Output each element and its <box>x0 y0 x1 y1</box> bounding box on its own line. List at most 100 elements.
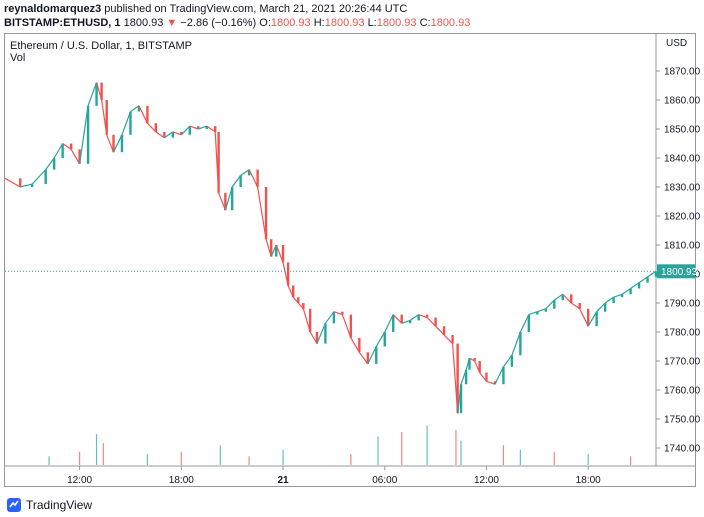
price-candle <box>112 134 115 153</box>
price-segment <box>426 317 437 327</box>
brand-name[interactable]: TradingView <box>26 498 93 512</box>
high-value: 1800.93 <box>324 17 365 29</box>
price-candle <box>473 358 476 361</box>
price-segment <box>587 311 598 327</box>
price-candle <box>553 300 556 309</box>
price-candle <box>302 303 305 309</box>
price-segment <box>112 134 123 153</box>
price-candle <box>358 337 361 353</box>
author-name[interactable]: reynaldomarquez3 <box>4 3 102 15</box>
x-tick-label: 12:00 <box>67 475 92 486</box>
price-candle <box>95 82 98 106</box>
price-candle <box>154 123 158 132</box>
price-segment <box>198 125 207 130</box>
price-candle <box>451 334 454 344</box>
price-candle <box>637 282 641 289</box>
price-segment <box>146 122 157 133</box>
y-tick-label: 1790.00 <box>664 299 701 310</box>
last-price: 1800.93 <box>123 17 164 29</box>
price-segment <box>316 323 326 344</box>
price-candle <box>502 366 505 385</box>
price-candle <box>468 358 471 370</box>
price-candle <box>137 105 141 112</box>
price-segment <box>613 293 623 298</box>
price-candle <box>425 314 429 318</box>
price-candle <box>217 131 220 193</box>
price-segment <box>240 169 250 176</box>
x-tick-label: 21 <box>277 475 289 486</box>
price-candle <box>180 131 183 135</box>
price-candle <box>375 346 378 364</box>
price-segment <box>231 175 242 188</box>
price-segment <box>358 351 369 365</box>
price-segment <box>45 157 55 170</box>
ohlc-line: BITSTAMP:ETHUSD, 1 1800.93 ▼ −2.86 (−0.1… <box>4 17 470 29</box>
price-candle <box>269 239 273 257</box>
price-segment <box>180 125 191 136</box>
price-segment <box>647 270 657 278</box>
price-candle <box>256 169 259 187</box>
price-segment <box>519 314 530 333</box>
price-segment <box>70 148 81 165</box>
price-segment <box>604 296 614 304</box>
price-segment <box>248 169 259 188</box>
price-segment <box>121 111 132 136</box>
price-candle <box>442 326 446 335</box>
x-tick-label: 06:00 <box>372 475 397 486</box>
price-segment <box>189 125 199 130</box>
price-segment <box>87 82 98 107</box>
price-candle <box>493 381 497 385</box>
price-candle <box>120 134 124 153</box>
price-candle <box>286 262 290 286</box>
price-segment <box>350 337 360 353</box>
price-segment <box>62 143 72 150</box>
price-candle <box>61 143 64 158</box>
close-value: 1800.93 <box>430 17 471 29</box>
price-candle <box>570 294 573 303</box>
y-tick-label: 1810.00 <box>664 241 701 252</box>
price-candle <box>478 361 481 373</box>
price-segment <box>53 143 64 159</box>
y-tick-label: 1770.00 <box>664 357 701 368</box>
price-segment <box>164 131 174 139</box>
price-segment <box>384 314 394 333</box>
currency-label[interactable]: USD <box>666 38 688 49</box>
last-price-badge <box>657 264 695 279</box>
y-tick-label: 1760.00 <box>664 386 701 397</box>
price-candle <box>163 131 166 138</box>
price-candle <box>44 169 47 185</box>
price-segment <box>502 354 513 368</box>
price-candle <box>297 297 300 303</box>
price-candle <box>620 294 624 298</box>
price-candle <box>485 372 488 382</box>
price-segment <box>333 311 343 316</box>
price-change: −2.86 (−0.16%) <box>180 17 257 29</box>
price-candle <box>239 175 242 187</box>
price-candle <box>654 271 658 277</box>
chart-frame <box>4 33 696 487</box>
price-candle <box>19 178 22 187</box>
price-candle <box>224 192 227 211</box>
price-segment <box>4 177 21 188</box>
price-candle <box>30 184 34 187</box>
price-candle <box>264 187 268 240</box>
price-candle <box>459 384 463 414</box>
price-candle <box>197 126 200 129</box>
price-segment <box>79 105 89 164</box>
y-tick-label: 1830.00 <box>664 183 701 194</box>
price-candle <box>536 311 539 315</box>
price-candle <box>129 111 132 135</box>
y-tick-label: 1850.00 <box>664 125 701 136</box>
price-candle <box>586 308 590 327</box>
price-segment <box>401 319 411 324</box>
price-segment <box>570 302 581 310</box>
price-candle <box>281 245 285 263</box>
y-tick-label: 1740.00 <box>664 444 701 455</box>
price-segment <box>375 331 386 347</box>
price-candle <box>188 126 191 135</box>
price-segment <box>20 183 33 188</box>
price-candle <box>544 308 548 312</box>
price-candle <box>383 332 386 347</box>
price-segment <box>257 186 267 240</box>
